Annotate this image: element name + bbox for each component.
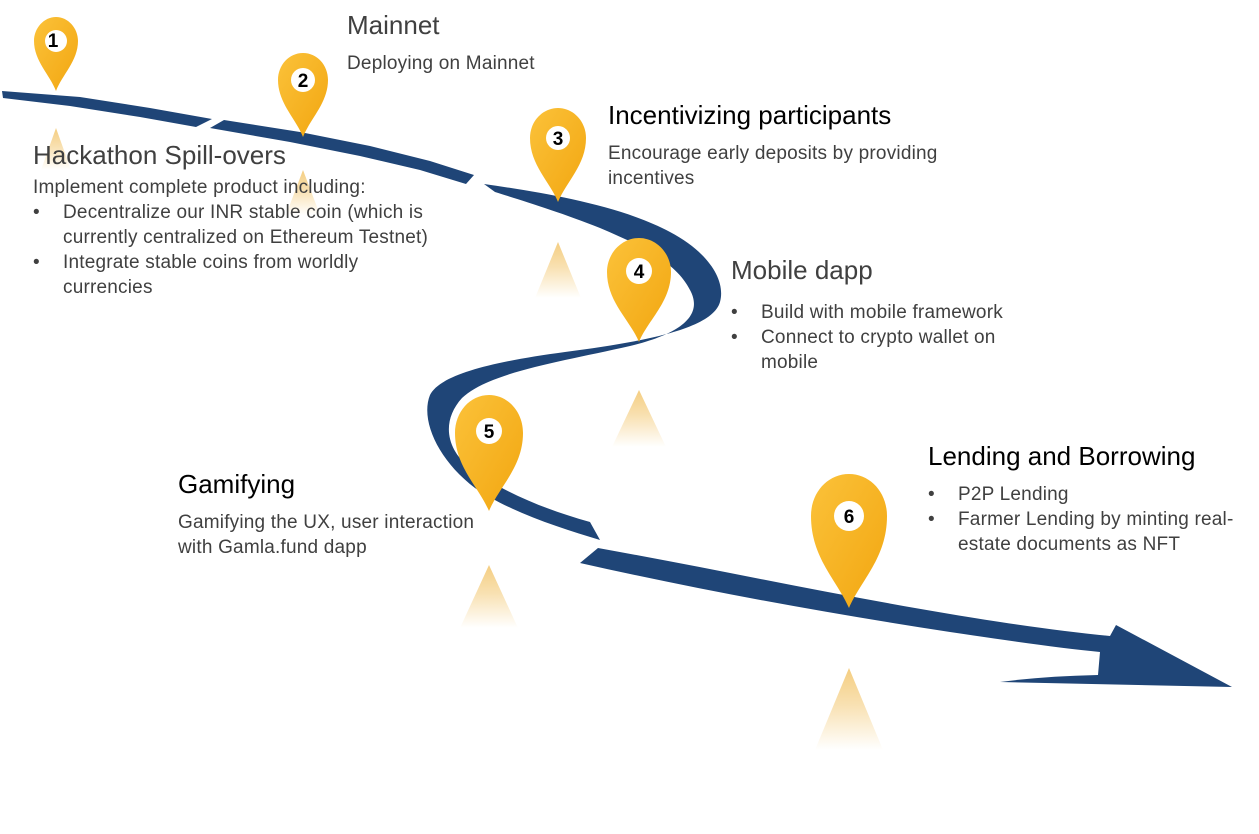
bullet-item: • Decentralize our INR stable coin (whic… <box>33 200 463 250</box>
milestone-1: Hackathon Spill-overs Implement complete… <box>33 139 473 300</box>
road <box>2 91 1232 687</box>
pin-number-1: 1 <box>48 31 59 52</box>
milestone-bullets: • P2P Lending • Farmer Lending by mintin… <box>928 482 1233 557</box>
milestone-5: Gamifying Gamifying the UX, user interac… <box>178 468 508 560</box>
bullet-symbol: • <box>731 327 738 348</box>
bullet-item: • Connect to crypto wallet on mobile <box>731 325 1051 375</box>
pin-number-5: 5 <box>484 422 495 443</box>
bullet-text: Integrate stable coins from worldly curr… <box>63 252 359 298</box>
bullet-symbol: • <box>731 302 738 323</box>
light-beam-2 <box>286 170 320 215</box>
bullet-symbol: • <box>928 509 935 530</box>
bullet-symbol: • <box>33 252 40 273</box>
milestone-description: Gamifying the UX, user interaction with … <box>178 512 475 558</box>
bullet-text: Build with mobile framework <box>761 302 1003 323</box>
milestone-2: Mainnet Deploying on Mainnet <box>347 9 627 76</box>
light-beams <box>41 128 883 750</box>
bullet-item: • Integrate stable coins from worldly cu… <box>33 250 423 300</box>
milestone-title: Incentivizing participants <box>608 100 892 130</box>
pin-number-3: 3 <box>553 129 564 150</box>
milestone-bullets: • Build with mobile framework • Connect … <box>731 300 1051 375</box>
pin-number-4: 4 <box>634 262 645 283</box>
milestone-bullets: • Decentralize our INR stable coin (whic… <box>33 200 473 300</box>
light-beam-4 <box>612 390 666 447</box>
milestone-4: Mobile dapp • Build with mobile framewor… <box>731 254 1051 375</box>
bullet-text: Farmer Lending by minting real-estate do… <box>958 509 1234 555</box>
milestone-title: Mainnet <box>347 10 440 40</box>
map-pin-icon: 3 <box>530 108 586 202</box>
milestone-description: Deploying on Mainnet <box>347 53 535 74</box>
milestone-title: Gamifying <box>178 469 296 499</box>
bullet-text: Decentralize our INR stable coin (which … <box>63 202 429 248</box>
road-segment-4 <box>580 548 1232 687</box>
milestone-title: Mobile dapp <box>731 255 873 285</box>
map-pin-icon: 4 <box>607 238 671 342</box>
milestone-intro: Implement complete product including: <box>33 177 366 198</box>
map-pin-icon: 2 <box>278 53 328 137</box>
milestone-6: Lending and Borrowing • P2P Lending • Fa… <box>928 440 1233 557</box>
light-beam-5 <box>460 565 518 628</box>
milestone-description: Encourage early deposits by providing in… <box>608 143 938 189</box>
pins: 1 2 3 4 5 6 <box>34 17 887 608</box>
pin-number-2: 2 <box>298 71 309 92</box>
bullet-item: • Farmer Lending by minting real-estate … <box>928 507 1248 557</box>
bullet-item: • P2P Lending <box>928 482 1228 507</box>
bullet-text: P2P Lending <box>958 484 1069 505</box>
milestone-title: Lending and Borrowing <box>928 441 1196 471</box>
light-beam-6 <box>815 668 883 750</box>
road-segment-2 <box>210 120 474 184</box>
bullet-item: • Build with mobile framework <box>731 300 1051 325</box>
bullet-symbol: • <box>33 202 40 223</box>
milestone-3: Incentivizing participants Encourage ear… <box>608 99 998 191</box>
pin-number-6: 6 <box>844 507 855 528</box>
map-pin-icon: 5 <box>455 395 523 511</box>
bullet-text: Connect to crypto wallet on mobile <box>761 327 996 373</box>
light-beam-3 <box>535 242 581 298</box>
light-beam-1 <box>41 128 71 170</box>
bullet-symbol: • <box>928 484 935 505</box>
map-pin-icon: 1 <box>34 17 78 91</box>
road-segment-1 <box>2 91 212 127</box>
milestone-title: Hackathon Spill-overs <box>33 140 286 170</box>
map-pin-icon: 6 <box>811 474 887 608</box>
